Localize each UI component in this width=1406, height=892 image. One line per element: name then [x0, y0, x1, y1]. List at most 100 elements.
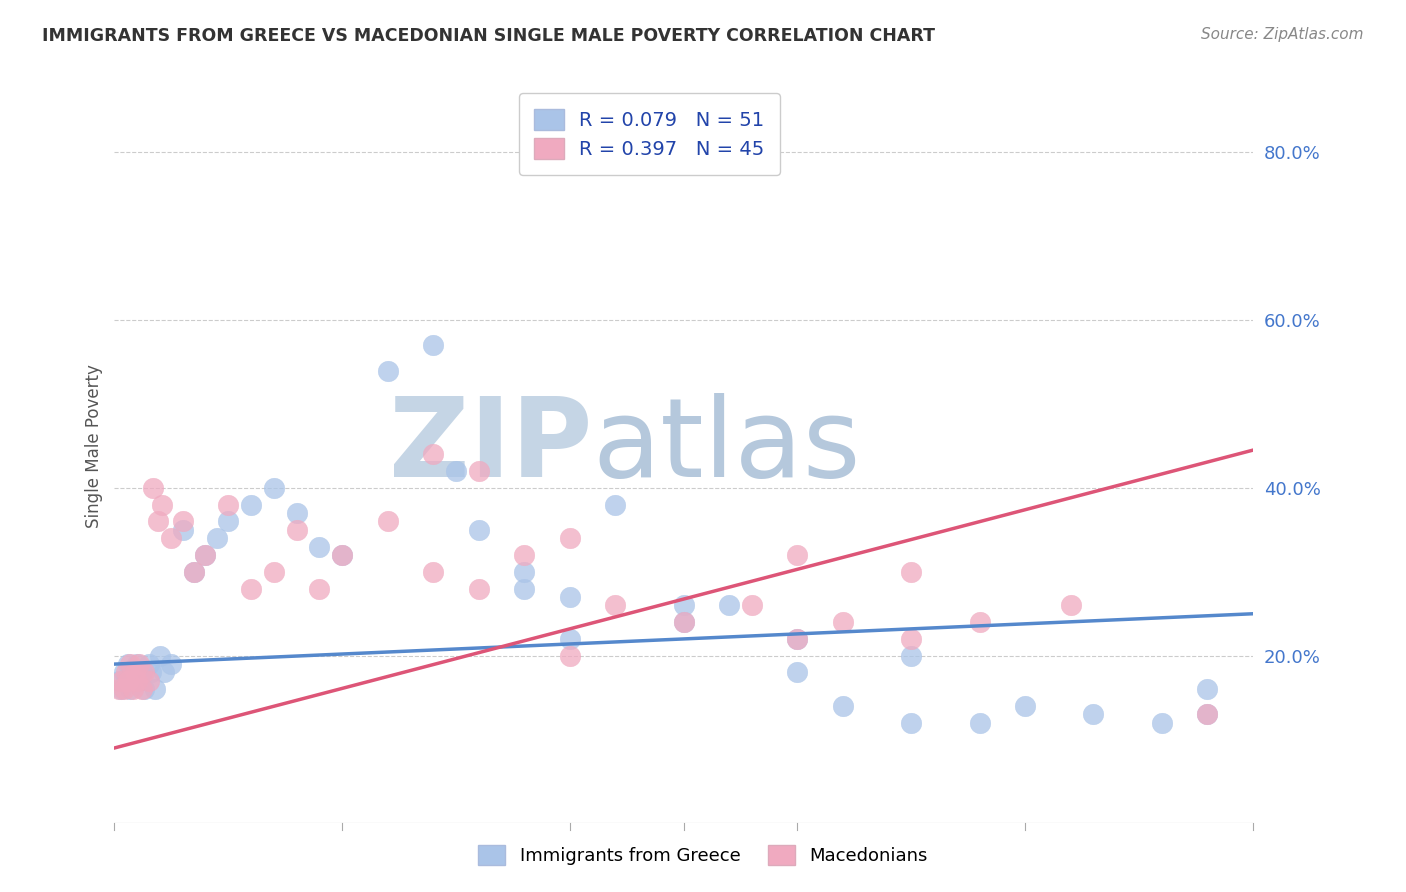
Point — [444, 464, 467, 478]
Point — [1083, 707, 1105, 722]
Point — [330, 548, 353, 562]
Point — [139, 665, 162, 680]
Point — [558, 590, 581, 604]
Point — [1014, 699, 1036, 714]
Point — [112, 665, 135, 680]
Point — [138, 673, 160, 688]
Point — [138, 657, 160, 672]
Point — [110, 682, 132, 697]
Point — [786, 632, 808, 646]
Point — [127, 657, 149, 672]
Point — [605, 599, 627, 613]
Point — [558, 531, 581, 545]
Point — [194, 548, 217, 562]
Point — [672, 599, 695, 613]
Point — [969, 615, 991, 629]
Point — [330, 548, 353, 562]
Point — [160, 657, 183, 672]
Point — [240, 498, 263, 512]
Point — [1150, 715, 1173, 730]
Point — [1197, 682, 1219, 697]
Point — [832, 699, 855, 714]
Point — [132, 682, 155, 697]
Point — [120, 657, 142, 672]
Point — [150, 498, 173, 512]
Point — [172, 523, 194, 537]
Point — [1197, 707, 1219, 722]
Point — [605, 498, 627, 512]
Point — [205, 531, 228, 545]
Point — [786, 632, 808, 646]
Point — [146, 515, 169, 529]
Point — [110, 673, 132, 688]
Point — [377, 363, 399, 377]
Point — [718, 599, 741, 613]
Point — [513, 565, 536, 579]
Point — [900, 632, 922, 646]
Y-axis label: Single Male Poverty: Single Male Poverty — [86, 364, 103, 528]
Point — [900, 715, 922, 730]
Point — [121, 682, 143, 697]
Point — [114, 673, 136, 688]
Point — [285, 523, 308, 537]
Point — [786, 665, 808, 680]
Point — [117, 657, 139, 672]
Point — [672, 615, 695, 629]
Point — [160, 531, 183, 545]
Point — [467, 582, 489, 596]
Point — [127, 673, 149, 688]
Point — [183, 565, 205, 579]
Point — [308, 540, 330, 554]
Point — [153, 665, 176, 680]
Point — [672, 615, 695, 629]
Text: ZIP: ZIP — [389, 392, 592, 500]
Point — [128, 657, 150, 672]
Point — [217, 498, 239, 512]
Legend: R = 0.079   N = 51, R = 0.397   N = 45: R = 0.079 N = 51, R = 0.397 N = 45 — [519, 94, 780, 175]
Point — [467, 464, 489, 478]
Point — [786, 548, 808, 562]
Point — [1059, 599, 1081, 613]
Point — [1197, 707, 1219, 722]
Point — [263, 481, 285, 495]
Point — [513, 548, 536, 562]
Point — [114, 665, 136, 680]
Point — [194, 548, 217, 562]
Point — [422, 447, 444, 461]
Point — [900, 648, 922, 663]
Point — [263, 565, 285, 579]
Point — [131, 665, 153, 680]
Point — [120, 682, 142, 697]
Text: Source: ZipAtlas.com: Source: ZipAtlas.com — [1201, 27, 1364, 42]
Point — [422, 565, 444, 579]
Point — [132, 665, 155, 680]
Point — [183, 565, 205, 579]
Point — [124, 673, 146, 688]
Point — [112, 682, 135, 697]
Text: IMMIGRANTS FROM GREECE VS MACEDONIAN SINGLE MALE POVERTY CORRELATION CHART: IMMIGRANTS FROM GREECE VS MACEDONIAN SIN… — [42, 27, 935, 45]
Point — [240, 582, 263, 596]
Point — [124, 665, 146, 680]
Point — [741, 599, 763, 613]
Point — [285, 506, 308, 520]
Point — [513, 582, 536, 596]
Point — [108, 673, 131, 688]
Point — [467, 523, 489, 537]
Point — [128, 673, 150, 688]
Point — [900, 565, 922, 579]
Point — [121, 665, 143, 680]
Point — [969, 715, 991, 730]
Point — [117, 673, 139, 688]
Point — [149, 648, 172, 663]
Point — [108, 682, 131, 697]
Legend: Immigrants from Greece, Macedonians: Immigrants from Greece, Macedonians — [470, 836, 936, 874]
Point — [377, 515, 399, 529]
Text: atlas: atlas — [592, 392, 860, 500]
Point — [145, 682, 167, 697]
Point — [308, 582, 330, 596]
Point — [131, 682, 153, 697]
Point — [558, 632, 581, 646]
Point — [422, 338, 444, 352]
Point — [142, 481, 165, 495]
Point — [172, 515, 194, 529]
